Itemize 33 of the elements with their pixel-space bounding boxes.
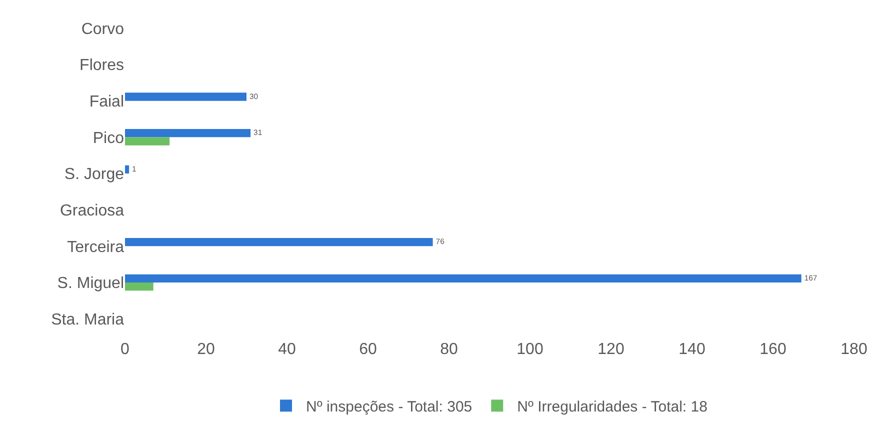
- x-tick-label: 0: [120, 341, 130, 358]
- x-tick-label: 160: [760, 341, 786, 358]
- legend-label: Nº inspeções - Total: 305: [306, 398, 472, 416]
- x-tick-label: 60: [359, 341, 377, 358]
- y-tick-label: Corvo: [81, 20, 124, 38]
- x-tick-label: 140: [678, 341, 706, 358]
- x-tick-label: 40: [278, 341, 296, 358]
- y-tick-label: Faial: [89, 93, 124, 110]
- bar: [125, 238, 433, 246]
- data-label: 30: [250, 92, 258, 101]
- data-label: 1: [132, 164, 136, 174]
- data-label: 76: [436, 237, 444, 246]
- legend-label: Nº Irregularidades - Total: 18: [517, 398, 708, 416]
- x-tick-label: 120: [598, 341, 624, 358]
- bar: [125, 92, 246, 101]
- x-tick-label: 100: [516, 341, 544, 358]
- bar: [125, 128, 251, 138]
- bar: [125, 282, 154, 291]
- y-tick-label: Terceira: [67, 238, 124, 256]
- y-tick-label: Pico: [92, 130, 124, 147]
- data-label: 31: [254, 128, 262, 138]
- y-tick-label: Sta. Maria: [51, 311, 124, 328]
- x-tick-label: 180: [840, 341, 868, 358]
- y-tick-label: Graciosa: [60, 202, 124, 220]
- bar: [125, 274, 802, 282]
- y-tick-label: S. Miguel: [57, 275, 124, 292]
- bar: [125, 137, 170, 146]
- y-tick-label: Flores: [80, 57, 124, 74]
- y-tick-label: S. Jorge: [64, 166, 124, 184]
- x-tick-label: 20: [197, 341, 215, 358]
- bar: [125, 165, 130, 174]
- data-label: 167: [804, 274, 818, 283]
- x-tick-label: 80: [440, 341, 458, 358]
